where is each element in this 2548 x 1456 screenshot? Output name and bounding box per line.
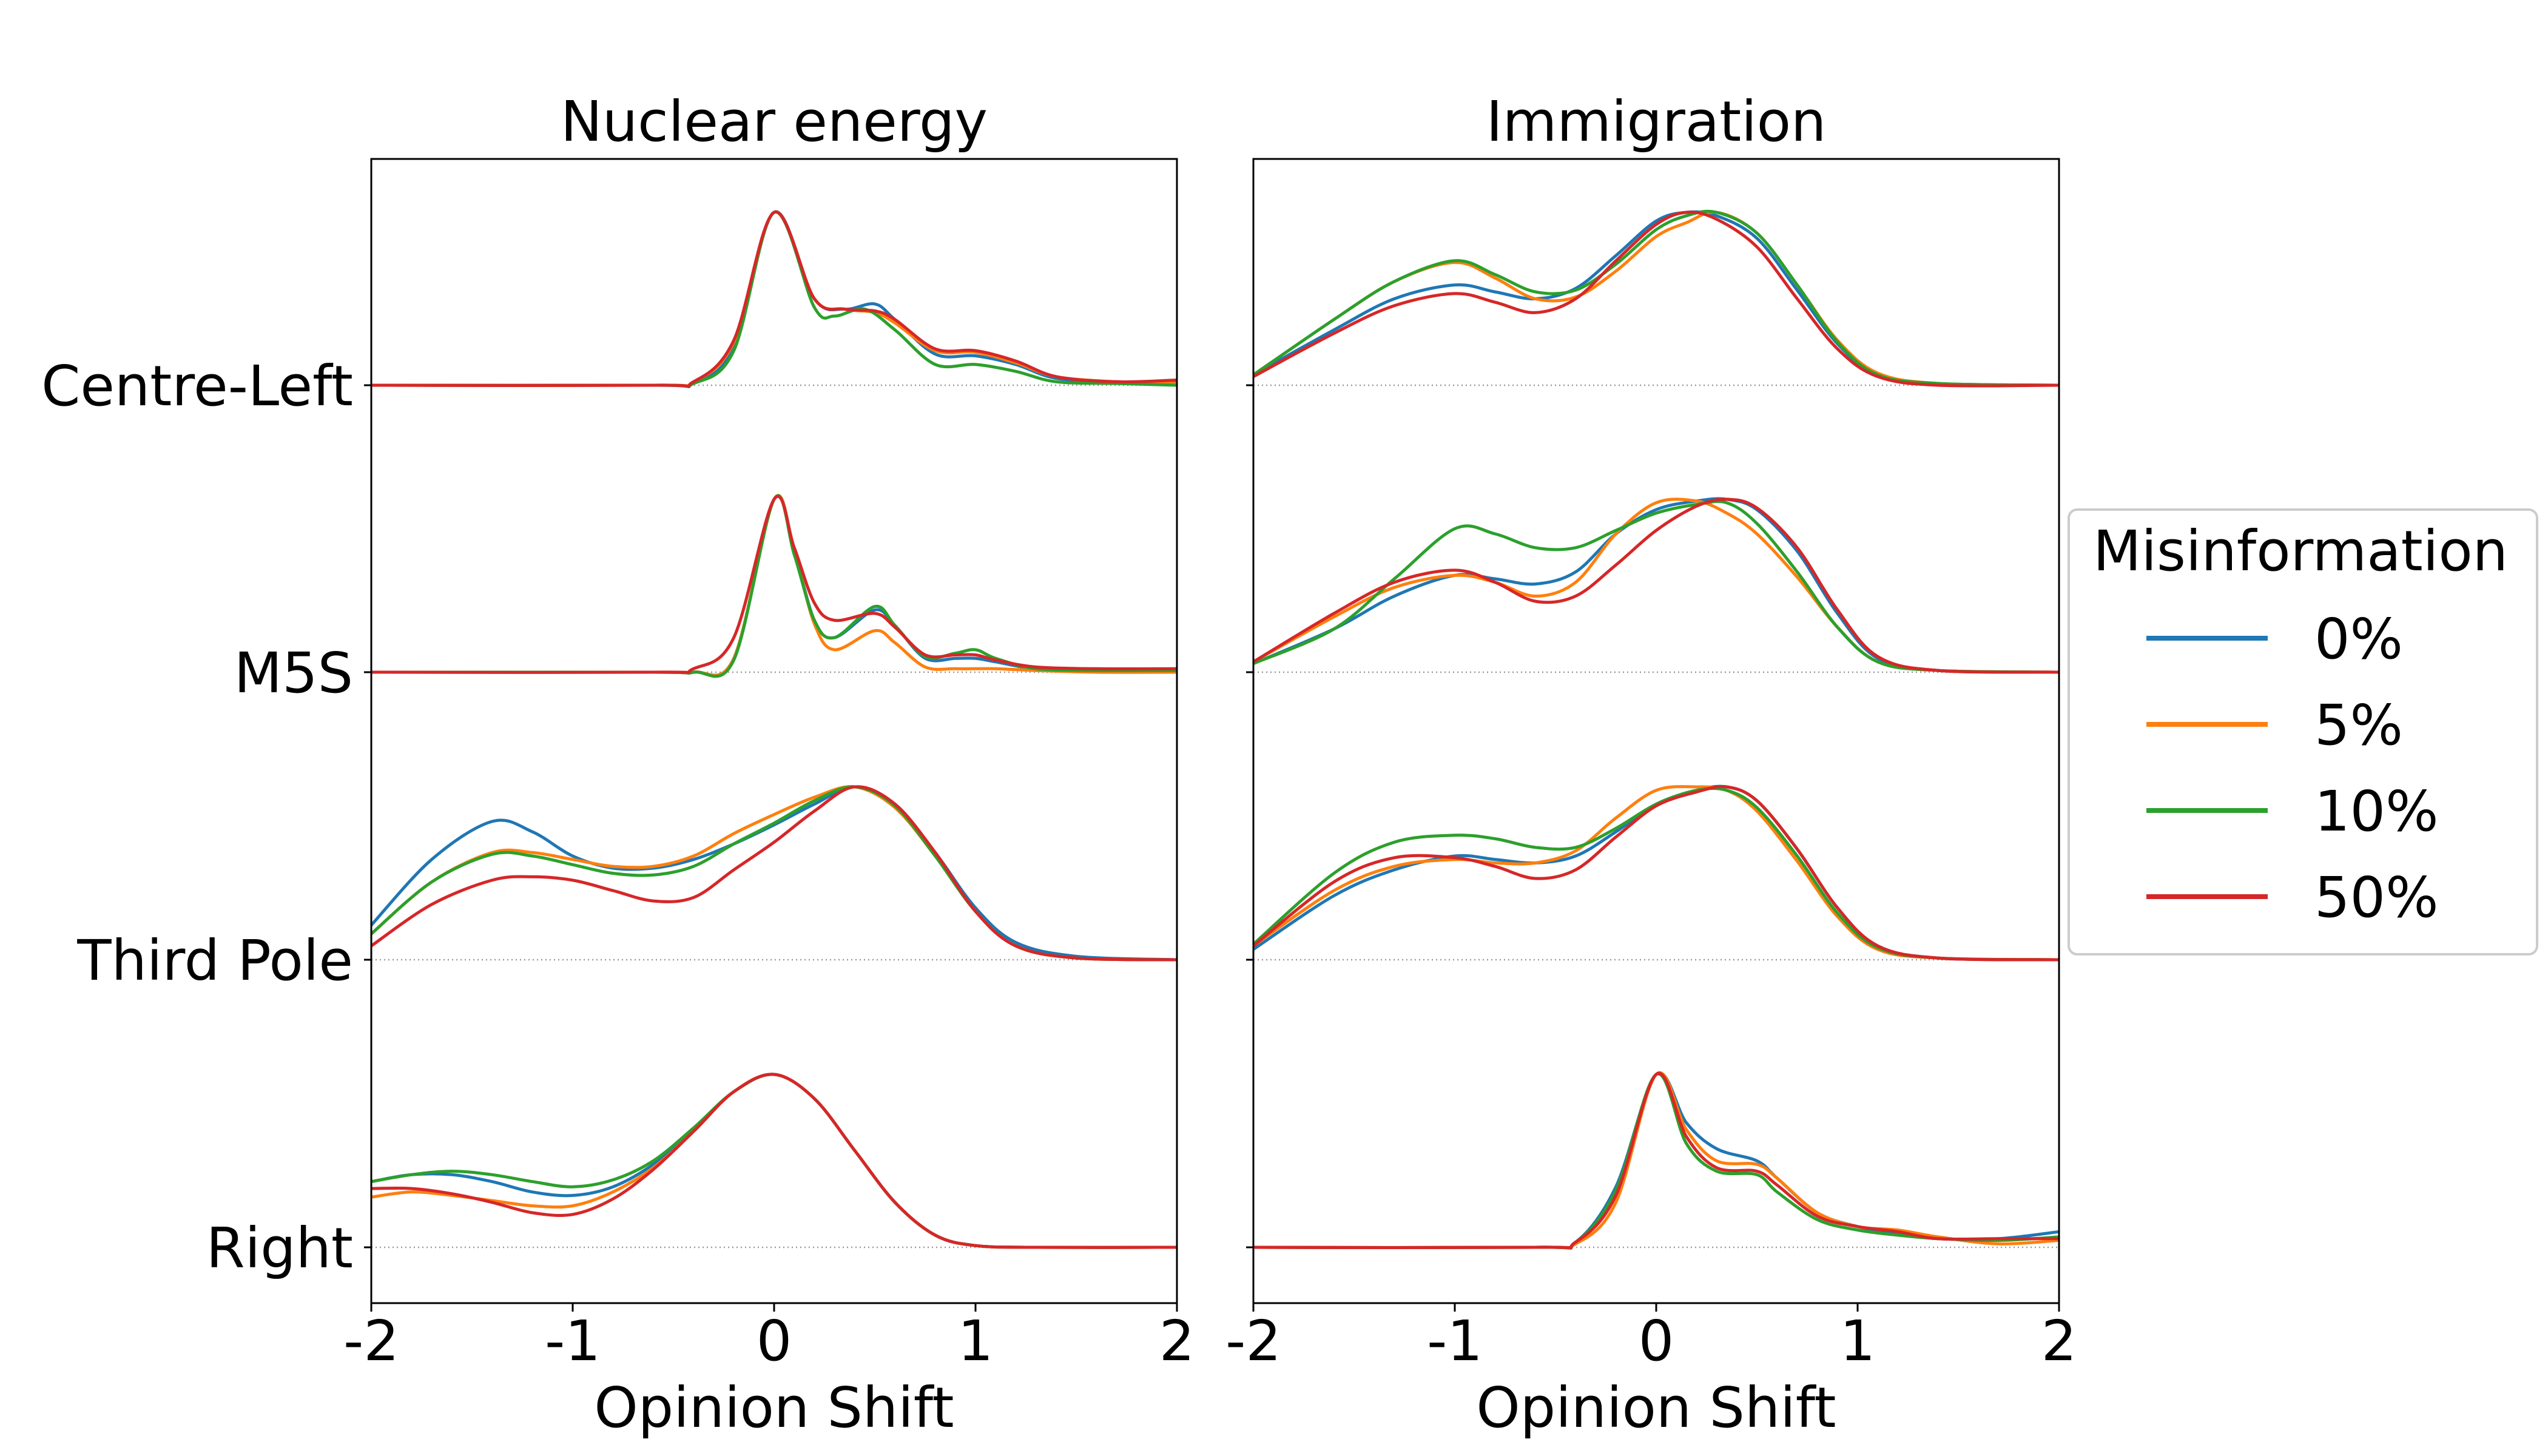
panel-nuclear-energy: Nuclear energy Centre-Left M5S Third Pole Ri… [41, 89, 1195, 1440]
series-line-centre-left-10 [1252, 209, 2060, 387]
x-tick-label: 0 [757, 1309, 792, 1373]
series-line-third-pole-0 [370, 785, 1178, 962]
legend-entries: 0% 5% 10% 50% [2146, 607, 2438, 930]
panel-title: Nuclear energy [561, 89, 988, 154]
x-tick-label: -1 [1427, 1309, 1483, 1373]
plot-frame [370, 158, 1178, 1304]
y-tick-label: Right [206, 1216, 353, 1281]
series-line-m5s-10 [371, 494, 1178, 678]
series-line-m5s-50 [371, 494, 1178, 674]
series-line-m5s-10 [1253, 500, 2060, 674]
series-line-right-0 [1253, 1071, 2060, 1250]
plot-frame [1252, 158, 2060, 1304]
x-tick-label: -2 [1225, 1309, 1281, 1373]
x-tick-label: 2 [2041, 1309, 2077, 1373]
series-line-right-50 [1253, 1071, 2059, 1250]
y-tick-label: Third Pole [76, 928, 353, 993]
series-line-m5s-5 [371, 494, 1178, 677]
series-line-right-5 [1253, 1071, 2060, 1250]
series-line-third-pole-5 [370, 785, 1178, 962]
x-tick-label: -1 [545, 1309, 601, 1373]
panel-title: Immigration [1486, 89, 1827, 154]
series-line-centre-left-5 [1252, 211, 2060, 387]
legend-label: 50% [2314, 865, 2438, 930]
series-line-third-pole-50 [1252, 784, 2060, 962]
x-axis-label: Opinion Shift [1476, 1375, 1836, 1440]
series-line-centre-left-10 [371, 211, 1178, 388]
series-line-right-5 [371, 1073, 1178, 1249]
series-line-centre-left-5 [371, 211, 1178, 388]
x-tick-label: -2 [343, 1309, 399, 1373]
legend-frame [2068, 508, 2538, 956]
x-tick-label: 0 [1639, 1309, 1674, 1373]
series-line-right-0 [371, 1073, 1178, 1249]
legend-label: 0% [2314, 607, 2403, 672]
series-line-third-pole-50 [370, 785, 1178, 962]
series-line-m5s-0 [1253, 497, 2060, 674]
x-axis-label: Opinion Shift [594, 1375, 954, 1440]
y-tick-label: Centre-Left [41, 354, 353, 419]
series-line-third-pole-5 [1252, 785, 2060, 962]
series-line-right-10 [371, 1073, 1178, 1249]
legend: Misinformation 0% 5% 10% 50% [2068, 508, 2538, 956]
legend-label: 10% [2314, 779, 2438, 844]
series-line-centre-left-50 [371, 211, 1178, 388]
y-tick-label: M5S [234, 641, 353, 706]
legend-label: 5% [2314, 693, 2403, 758]
x-tick-label: 2 [1159, 1309, 1195, 1373]
x-tick-label: 1 [1840, 1309, 1876, 1373]
legend-title: Misinformation [2093, 519, 2508, 584]
series-line-right-50 [371, 1073, 1178, 1249]
series-line-m5s-0 [371, 494, 1178, 677]
panel-immigration: Immigration -2 -1 0 1 2 Opinion Shift [1225, 89, 2077, 1440]
series-line-centre-left-0 [371, 210, 1178, 389]
x-tick-label: 1 [958, 1309, 994, 1373]
series-line-right-10 [1253, 1072, 2060, 1250]
series-line-centre-left-50 [1252, 211, 2060, 388]
series-line-third-pole-10 [1252, 787, 2060, 962]
series-line-m5s-5 [1252, 497, 2060, 674]
series-line-third-pole-10 [370, 785, 1178, 962]
series-line-m5s-50 [1252, 497, 2060, 674]
